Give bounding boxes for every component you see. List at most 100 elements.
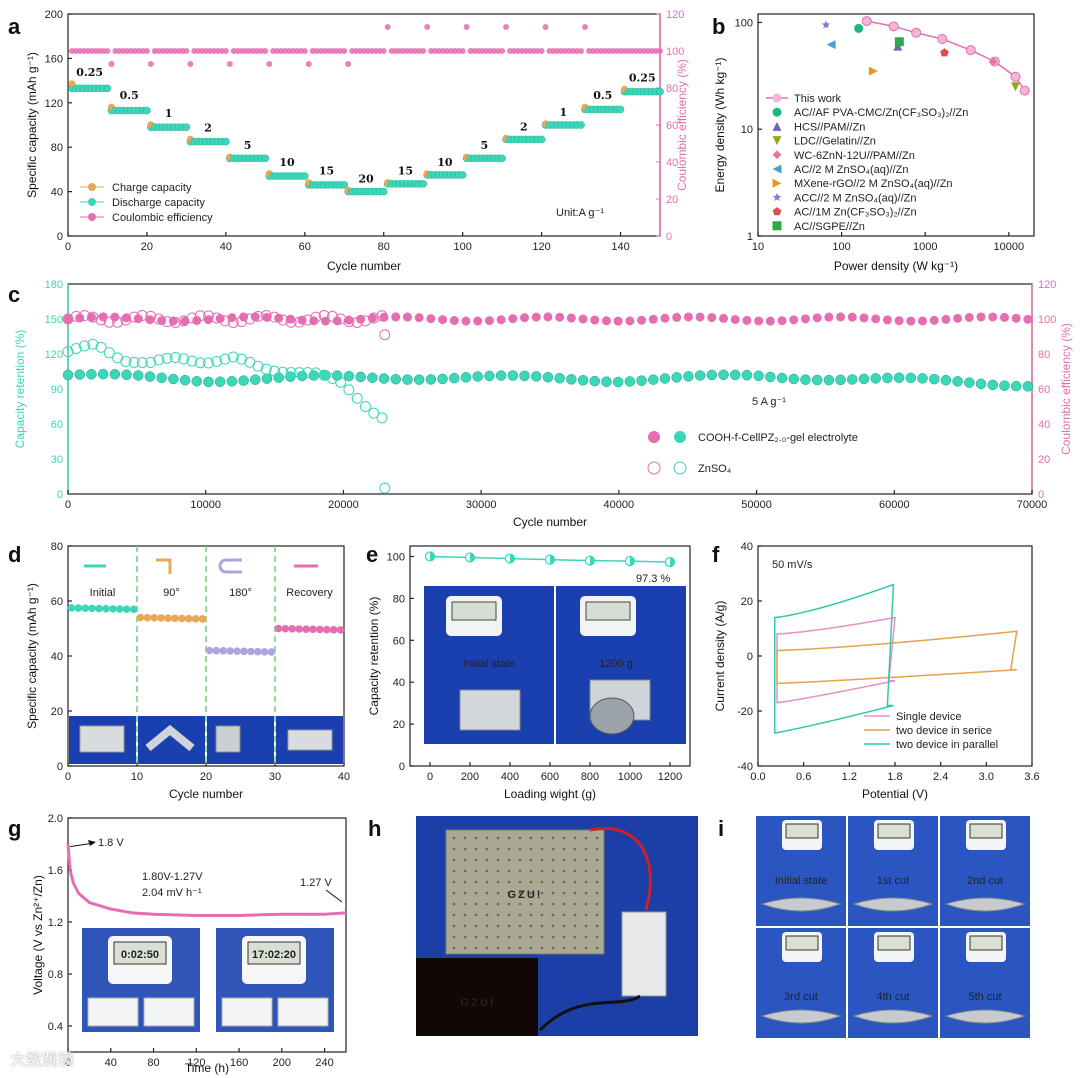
panel-c-zn-ce-point bbox=[145, 310, 157, 322]
panel-c-gel-retention-point bbox=[893, 372, 905, 383]
panel-b-ylabel: Energy density (Wh kg⁻¹) bbox=[713, 57, 727, 192]
panel-c-gel-retention-point bbox=[472, 371, 483, 382]
panel-c-legend-entry: COOH-f-CellPZ₂.₀-gel electrolyte bbox=[698, 432, 858, 444]
panel-d-point bbox=[74, 604, 83, 612]
panel-g-voltage-curve bbox=[66, 843, 347, 917]
panel-c-gel-retention-point bbox=[530, 371, 542, 382]
panel-b-point bbox=[940, 48, 949, 57]
panel-c-zn-ce-point bbox=[359, 315, 371, 327]
panel-d-point bbox=[233, 647, 241, 655]
panel-c-legend-marker bbox=[647, 461, 661, 475]
panel-c-gel-retention-point bbox=[718, 369, 729, 381]
panel-c-gel-retention-point bbox=[554, 372, 565, 384]
panel-c-gel-ce-point bbox=[836, 312, 846, 322]
panel-f-legend-entry: Single device bbox=[896, 711, 961, 723]
panel-f-ytick: 20 bbox=[741, 596, 753, 608]
panel-c-gel-retention-point bbox=[507, 370, 519, 381]
panel-c-gel-retention-point bbox=[74, 369, 85, 380]
panel-c-gel-ce-point bbox=[508, 314, 518, 324]
panel-a-discharge-point bbox=[419, 180, 428, 188]
panel-a-rate-label: 5 bbox=[244, 139, 252, 152]
panel-b-legend-entry: HCS//PAM//Zn bbox=[794, 121, 865, 133]
panel-a-ce-point bbox=[420, 48, 427, 54]
panel-c-zn-ce-point bbox=[318, 310, 330, 322]
panel-d-point bbox=[316, 625, 324, 634]
panel-c-zn-retention-point bbox=[202, 357, 214, 369]
panel-c-zn-retention-point bbox=[211, 355, 223, 367]
panel-f-ylabel: Current density (A/g) bbox=[713, 601, 727, 712]
panel-c-gel-ce-point bbox=[660, 313, 670, 323]
panel-e-label: e bbox=[366, 542, 378, 567]
panel-d-xtick: 20 bbox=[200, 771, 212, 783]
panel-g-ytick: 0.8 bbox=[48, 969, 63, 981]
panel-c-gel-retention-point bbox=[870, 373, 881, 384]
panel-b-ytick: 1 bbox=[747, 231, 753, 243]
panel-d-point bbox=[302, 625, 310, 633]
panel-c-xtick: 70000 bbox=[1017, 499, 1048, 511]
weight-stack bbox=[589, 697, 635, 735]
panel-a-ytick: 160 bbox=[45, 53, 63, 65]
panel-g-range-note: 1.80V-1.27V bbox=[142, 871, 203, 883]
panel-a-ytick: 200 bbox=[45, 9, 63, 21]
panel-a-discharge-point bbox=[261, 154, 270, 163]
panel-a-ytick-right: 100 bbox=[666, 46, 684, 58]
panel-c-gel-retention-point bbox=[109, 369, 121, 380]
panel-d-photo bbox=[138, 716, 205, 764]
panel-f-scan-note: 50 mV/s bbox=[772, 559, 813, 571]
panel-f-curve-single bbox=[776, 616, 896, 704]
panel-e-ytick: 20 bbox=[393, 719, 405, 731]
bend-90-icon bbox=[156, 558, 172, 574]
panel-c-gel-ce-point bbox=[648, 314, 658, 324]
bend-180-icon bbox=[218, 558, 242, 574]
panel-c-gel-retention-point bbox=[601, 376, 612, 387]
panel-c-gel-ce-point bbox=[110, 312, 120, 322]
panel-c-zn-retention-point bbox=[95, 341, 107, 353]
panel-i-device bbox=[944, 897, 1026, 912]
panel-c-zn-retention-point bbox=[285, 367, 297, 379]
panel-a-ce-point bbox=[459, 48, 466, 54]
panel-b-label: b bbox=[712, 14, 725, 39]
panel-c-zn-ce-point bbox=[310, 311, 322, 323]
panel-b-legend-marker bbox=[772, 121, 782, 131]
panel-c-gel-ce-point bbox=[601, 316, 611, 326]
panel-c-xtick: 50000 bbox=[741, 499, 772, 511]
panel-d-point bbox=[136, 613, 145, 622]
panel-a-ce-point bbox=[104, 48, 111, 54]
panel-c-zn-ce-point bbox=[368, 312, 380, 324]
panel-a-ytick-right: 60 bbox=[666, 120, 678, 132]
panel-e-ylabel: Capacity retention (%) bbox=[367, 597, 381, 716]
panel-c-gel-ce-point bbox=[590, 315, 600, 325]
panel-b-point bbox=[937, 34, 947, 44]
panel-c-gel-retention-point bbox=[238, 375, 249, 386]
panel-c-gel-ce-point bbox=[871, 314, 881, 324]
panel-a-xtick: 60 bbox=[299, 241, 311, 253]
panel-c-gel-retention-point bbox=[519, 370, 530, 382]
panel-d-point bbox=[281, 624, 290, 633]
panel-c-gel-ce-point bbox=[379, 312, 389, 322]
panel-a-xtick: 80 bbox=[378, 241, 390, 253]
panel-g-axes bbox=[67, 817, 347, 1053]
panel-a-ce-point bbox=[226, 60, 233, 67]
panel-c-zn-ce-point bbox=[211, 312, 223, 324]
panel-e-ytick: 60 bbox=[393, 635, 405, 647]
panel-c-zn-ce-point bbox=[194, 310, 206, 322]
panel-c-gel-retention-point bbox=[343, 370, 355, 382]
panel-a-ce-point bbox=[463, 23, 470, 30]
panel-a-discharge-point bbox=[182, 123, 191, 132]
panel-g-timer-readout: 0:02:50 bbox=[121, 949, 159, 961]
panel-b-point bbox=[1010, 72, 1020, 82]
panel-c-gel-ce-point bbox=[531, 312, 541, 322]
panel-c-gel-retention-point bbox=[437, 373, 448, 385]
panel-a-ce-point bbox=[538, 48, 545, 54]
panel-c-zn-retention-point bbox=[227, 351, 239, 363]
panel-d-point bbox=[309, 625, 317, 634]
panel-c-gel-retention-point bbox=[355, 371, 366, 383]
panel-c-gel-retention-point bbox=[706, 369, 718, 381]
panel-g-end-label: 1.27 V bbox=[300, 877, 332, 889]
panel-a-discharge-point bbox=[537, 135, 546, 144]
panel-f-ytick: -20 bbox=[737, 706, 753, 718]
panel-a-legend-entry: Coulombic efficiency bbox=[112, 212, 213, 224]
panel-c-gel-retention-point bbox=[425, 374, 437, 385]
panel-g-start-label: 1.8 V bbox=[98, 837, 124, 849]
device-flat bbox=[459, 689, 521, 731]
